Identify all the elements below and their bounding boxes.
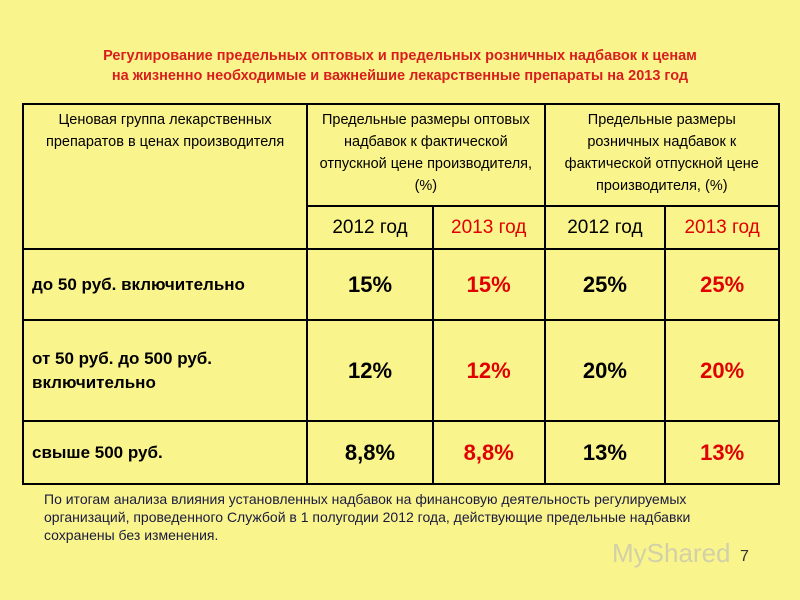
- title: Регулирование предельных оптовых и преде…: [0, 46, 800, 86]
- value-cell: 15%: [306, 248, 434, 321]
- header-cell: Предельные размеры розничных надбавок к …: [543, 103, 781, 207]
- row-label: от 50 руб. до 500 руб. включительно: [21, 319, 309, 422]
- header-cell: Ценовая группа лекарственных препаратов …: [21, 103, 309, 250]
- value-cell: 25%: [543, 248, 667, 321]
- value-cell: 20%: [664, 319, 780, 422]
- value-cell: 8,8%: [306, 420, 434, 485]
- year-cell: 2012 год: [306, 205, 434, 250]
- year-cell: 2013 год: [431, 205, 546, 250]
- title-line: Регулирование предельных оптовых и преде…: [103, 48, 697, 64]
- row-label: свыше 500 руб.: [21, 420, 309, 485]
- value-cell: 12%: [306, 319, 434, 422]
- table: Ценовая группа лекарственных препаратов …: [21, 103, 781, 485]
- row-label: до 50 руб. включительно: [21, 248, 309, 321]
- value-cell: 25%: [664, 248, 780, 321]
- value-cell: 12%: [431, 319, 546, 422]
- value-cell: 13%: [664, 420, 780, 485]
- header-cell: Предельные размеры оптовых надбавок к фа…: [306, 103, 546, 207]
- value-cell: 15%: [431, 248, 546, 321]
- page-number: 7: [740, 548, 749, 565]
- value-cell: 20%: [543, 319, 667, 422]
- value-cell: 8,8%: [431, 420, 546, 485]
- watermark: MyShared: [612, 538, 731, 568]
- year-cell: 2013 год: [664, 205, 780, 250]
- footnote: По итогам анализа влияния установленных …: [44, 491, 691, 543]
- title-line: на жизненно необходимые и важнейшие лека…: [111, 68, 689, 84]
- value-cell: 13%: [543, 420, 667, 485]
- year-cell: 2012 год: [543, 205, 667, 250]
